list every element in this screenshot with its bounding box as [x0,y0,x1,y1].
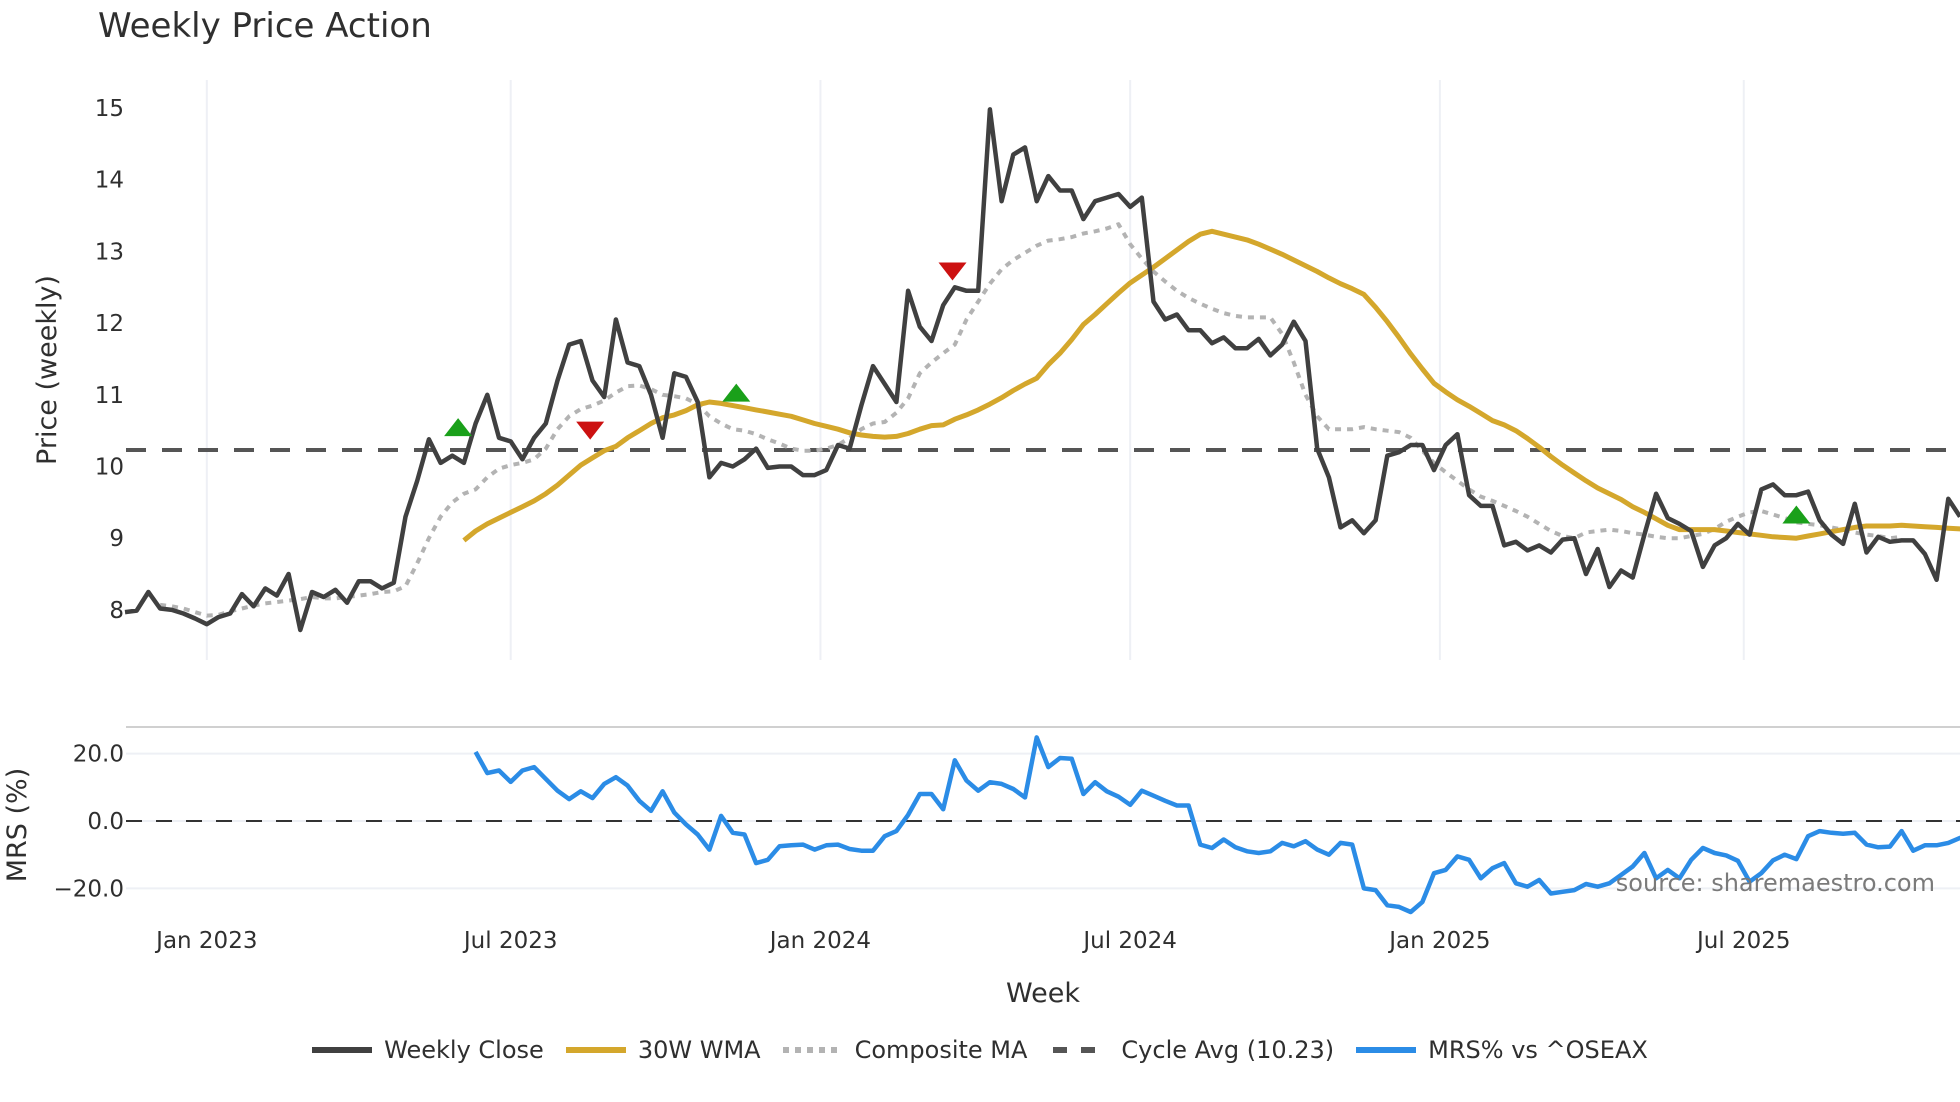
x-tick-label: Jan 2025 [1387,928,1490,954]
legend-swatch-icon [783,1045,843,1055]
price-y-tick: 13 [95,239,124,265]
mrs-y-tick: 0.0 [87,809,124,835]
x-tick-label: Jul 2024 [1081,928,1177,954]
buy-signal-icon [1782,506,1810,524]
mrs-y-axis-title: MRS (%) [2,768,33,883]
legend: Weekly Close 30W WMA Composite MA Cycle Avg… [0,1036,1960,1064]
x-tick-label: Jan 2024 [768,928,871,954]
legend-swatch-icon [312,1045,372,1055]
price-y-tick: 8 [109,598,124,624]
x-tick-label: Jul 2023 [462,928,558,954]
chart-canvas: 8 9 10 11 12 13 14 15 Price (weekly) 20.0 0.0 −20… [0,0,1960,1102]
legend-label: MRS% vs ^OSEAX [1428,1036,1648,1064]
mrs-y-axis: 20.0 0.0 −20.0 [54,742,124,903]
legend-label: Cycle Avg (10.23) [1121,1036,1334,1064]
price-y-tick: 15 [95,96,124,122]
price-gridlines [207,80,1744,660]
legend-label: 30W WMA [638,1036,761,1064]
legend-swatch-icon [566,1045,626,1055]
legend-item[interactable]: MRS% vs ^OSEAX [1356,1036,1648,1064]
buy-signal-icon [444,418,472,436]
buy-signal-icon [722,384,750,402]
price-y-axis-title: Price (weekly) [32,275,63,465]
legend-label: Composite MA [855,1036,1028,1064]
legend-swatch-icon [1049,1045,1109,1055]
mrs-y-tick: 20.0 [73,742,124,768]
legend-item[interactable]: Cycle Avg (10.23) [1049,1036,1334,1064]
legend-item[interactable]: 30W WMA [566,1036,761,1064]
legend-item[interactable]: Composite MA [783,1036,1028,1064]
x-axis: Jan 2023 Jul 2023 Jan 2024 Jul 2024 Jan 2025… [154,928,1790,954]
price-y-tick: 14 [95,168,124,194]
x-axis-title: Week [1006,978,1080,1009]
price-y-axis: 8 9 10 11 12 13 14 15 [95,96,124,624]
sell-signal-icon [576,422,604,440]
legend-swatch-icon [1356,1045,1416,1055]
price-y-tick: 10 [95,455,124,481]
price-y-tick: 11 [95,383,124,409]
mrs-y-tick: −20.0 [54,876,124,902]
sell-signal-icon [939,262,967,280]
legend-item[interactable]: Weekly Close [312,1036,544,1064]
legend-label: Weekly Close [384,1036,544,1064]
source-watermark: source: sharemaestro.com [1616,869,1935,897]
price-y-tick: 12 [95,311,124,337]
price-y-tick: 9 [109,526,124,552]
x-tick-label: Jan 2023 [154,928,257,954]
x-tick-label: Jul 2025 [1695,928,1791,954]
